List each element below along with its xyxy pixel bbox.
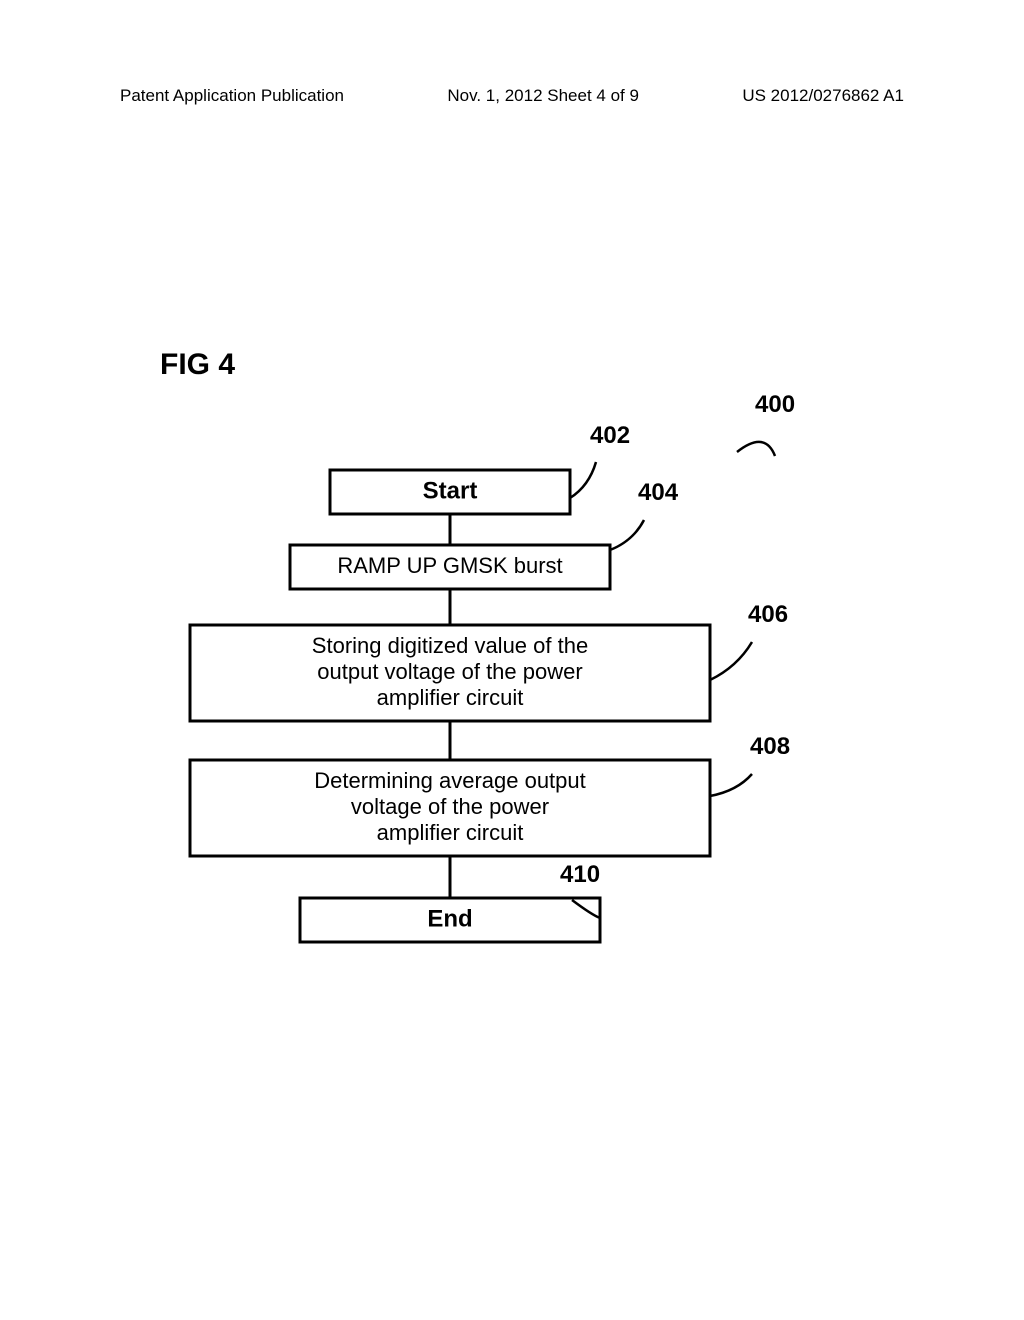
flowchart-node-text: RAMP UP GMSK burst bbox=[337, 553, 562, 578]
flowchart-svg: Start 402 RAMP UP GMSK burst 404 Storing dig… bbox=[0, 0, 1024, 1320]
flowchart-node-text: End bbox=[427, 905, 472, 932]
flowchart-node-text: Start bbox=[423, 477, 478, 504]
flowchart-node-text: amplifier circuit bbox=[377, 685, 524, 710]
flowchart-ref-label: 406 bbox=[748, 601, 788, 628]
flowchart-node-text: Storing digitized value of the bbox=[312, 633, 588, 658]
flowchart-node-text: amplifier circuit bbox=[377, 820, 524, 845]
flowchart-node-text: Determining average output bbox=[314, 768, 586, 793]
flowchart-ref-400: 400 bbox=[755, 391, 795, 418]
flowchart-ref-label: 408 bbox=[750, 733, 790, 760]
flowchart-ref-label: 410 bbox=[560, 861, 600, 888]
flowchart-node-text: output voltage of the power bbox=[317, 659, 582, 684]
flowchart-ref-label: 402 bbox=[590, 422, 630, 449]
flowchart-node-text: voltage of the power bbox=[351, 794, 549, 819]
flowchart-ref-label: 404 bbox=[638, 479, 679, 506]
